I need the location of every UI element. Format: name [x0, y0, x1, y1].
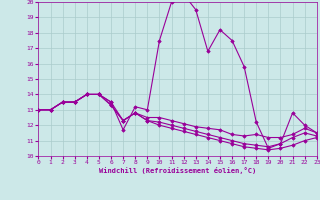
X-axis label: Windchill (Refroidissement éolien,°C): Windchill (Refroidissement éolien,°C) — [99, 167, 256, 174]
